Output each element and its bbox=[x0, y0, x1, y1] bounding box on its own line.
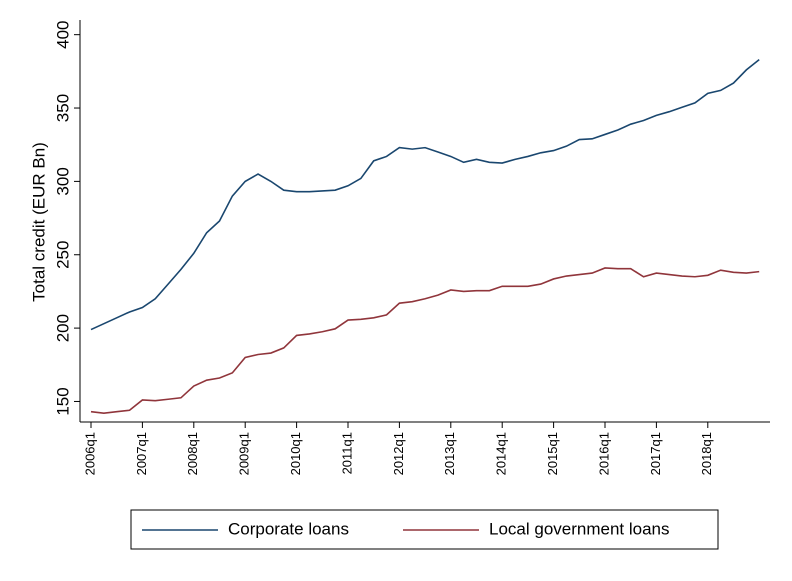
x-tick-label: 2011q1 bbox=[339, 432, 354, 474]
series-line bbox=[90, 58, 760, 331]
x-tick-label: 2013q1 bbox=[442, 432, 457, 475]
x-tick-label: 2010q1 bbox=[288, 432, 303, 475]
x-tick-label: 2014q1 bbox=[494, 432, 509, 475]
y-tick-label: 150 bbox=[53, 387, 72, 415]
x-tick-label: 2006q1 bbox=[82, 432, 97, 475]
y-tick-label: 350 bbox=[53, 94, 72, 122]
x-tick-label: 2009q1 bbox=[237, 432, 252, 475]
x-tick-label: 2015q1 bbox=[545, 432, 560, 475]
x-tick-label: 2016q1 bbox=[596, 432, 611, 475]
legend-label: Corporate loans bbox=[228, 519, 349, 538]
x-tick-label: 2007q1 bbox=[134, 432, 149, 475]
y-tick-label: 300 bbox=[53, 167, 72, 195]
y-tick-label: 250 bbox=[53, 241, 72, 269]
x-tick-label: 2012q1 bbox=[391, 432, 406, 475]
series-line bbox=[90, 267, 760, 415]
legend-label: Local government loans bbox=[489, 519, 670, 538]
y-axis-label: Total credit (EUR Bn) bbox=[29, 142, 48, 302]
y-tick-label: 200 bbox=[53, 314, 72, 342]
x-tick-label: 2008q1 bbox=[185, 432, 200, 475]
x-tick-label: 2017q1 bbox=[648, 432, 663, 475]
y-tick-label: 400 bbox=[53, 20, 72, 48]
x-tick-label: 2018q1 bbox=[699, 432, 714, 475]
